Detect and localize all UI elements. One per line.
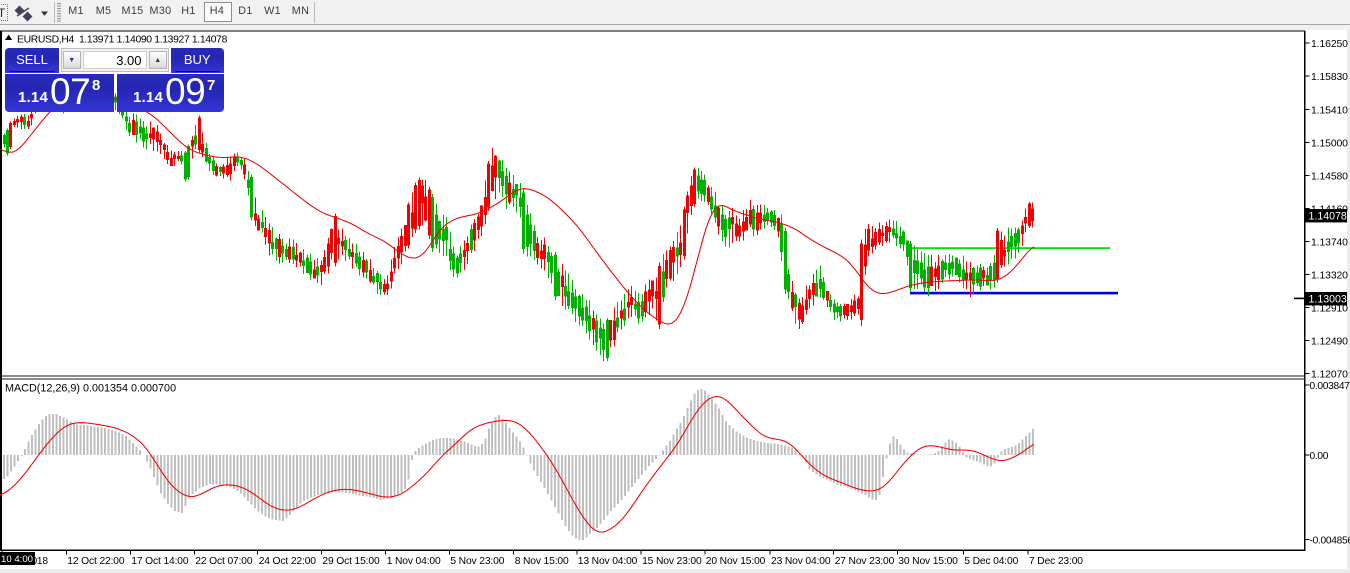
svg-text:8 Nov 15:00: 8 Nov 15:00 [515,556,569,567]
svg-text:1.13003: 1.13003 [1309,294,1347,306]
svg-text:1.12910: 1.12910 [1311,304,1348,315]
svg-text:5 Dec 04:00: 5 Dec 04:00 [964,556,1018,567]
svg-text:0.00: 0.00 [1310,451,1329,462]
svg-text:13 Nov 04:00: 13 Nov 04:00 [578,556,638,567]
svg-text:17 Oct 14:00: 17 Oct 14:00 [131,556,189,567]
svg-text:-0.004856: -0.004856 [1310,536,1350,547]
svg-text:1.15830: 1.15830 [1311,72,1348,83]
svg-text:10 4:00: 10 4:00 [1,554,33,565]
svg-text:1.12070: 1.12070 [1311,369,1348,380]
svg-text:24 Oct 22:00: 24 Oct 22:00 [259,556,317,567]
svg-text:1.13320: 1.13320 [1311,271,1348,282]
svg-text:12 Oct 22:00: 12 Oct 22:00 [67,556,125,567]
svg-text:MACD(12,26,9) 0.001354 0.00070: MACD(12,26,9) 0.001354 0.000700 [5,383,176,395]
svg-text:1 Nov 04:00: 1 Nov 04:00 [387,556,441,567]
svg-text:20 Nov 15:00: 20 Nov 15:00 [706,556,766,567]
svg-text:27 Nov 23:00: 27 Nov 23:00 [835,556,895,567]
svg-text:15 Nov 23:00: 15 Nov 23:00 [642,556,702,567]
svg-text:1.14078: 1.14078 [1309,211,1347,223]
svg-text:1.16250: 1.16250 [1311,39,1348,50]
svg-text:1.12490: 1.12490 [1311,337,1348,348]
svg-text:1.14580: 1.14580 [1311,171,1348,182]
svg-text:7 Dec 23:00: 7 Dec 23:00 [1029,556,1083,567]
svg-text:1.15000: 1.15000 [1311,138,1348,149]
svg-text:0.003847: 0.003847 [1310,381,1350,392]
svg-text:1.13740: 1.13740 [1311,237,1348,248]
svg-text:22 Oct 07:00: 22 Oct 07:00 [195,556,253,567]
svg-text:EURUSD,H4 1.13971 1.14090 1.1: EURUSD,H4 1.13971 1.14090 1.13927 1.1407… [17,35,228,46]
svg-text:30 Nov 15:00: 30 Nov 15:00 [898,556,958,567]
svg-text:23 Nov 04:00: 23 Nov 04:00 [771,556,831,567]
svg-text:5 Nov 23:00: 5 Nov 23:00 [450,556,504,567]
svg-text:1.15410: 1.15410 [1311,105,1348,116]
svg-text:29 Oct 15:00: 29 Oct 15:00 [322,556,380,567]
